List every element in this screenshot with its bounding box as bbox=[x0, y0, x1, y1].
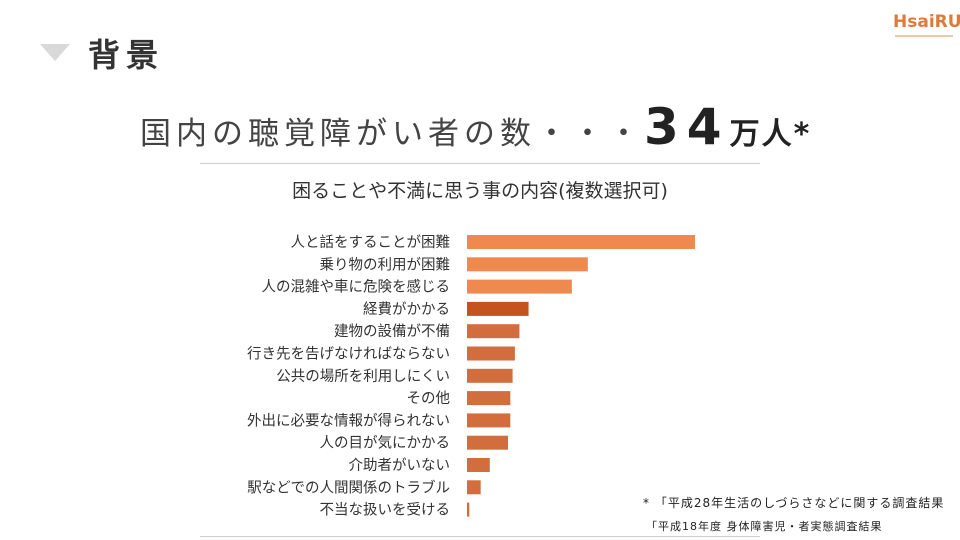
category-label: 不当な扱いを受ける bbox=[320, 502, 451, 519]
bar bbox=[467, 413, 511, 428]
bar bbox=[467, 435, 509, 450]
chart-title: 困ることや不満に思う事の内容(複数選択可) bbox=[292, 180, 668, 202]
category-label: 人の目が気にかかる bbox=[320, 435, 451, 452]
bar bbox=[467, 458, 490, 472]
category-label: 乗り物の利用が困難 bbox=[320, 256, 451, 273]
headline-unit: 万人* bbox=[729, 117, 812, 152]
headline-number: 34 bbox=[644, 98, 730, 156]
bar bbox=[467, 502, 470, 517]
bar bbox=[467, 324, 520, 339]
bar bbox=[467, 301, 529, 316]
bar-chart: 人と話をすることが困難乗り物の利用が困難人の混雑や車に危険を感じる経費がかかる建… bbox=[247, 234, 695, 519]
category-label: 経費がかかる bbox=[363, 301, 450, 318]
header-triangle-icon bbox=[40, 44, 70, 61]
bar bbox=[467, 257, 588, 272]
bar bbox=[467, 368, 513, 383]
category-label: 公共の場所を利用しにくい bbox=[276, 368, 450, 385]
category-label: 人の混雑や車に危険を感じる bbox=[262, 279, 451, 296]
category-label: 外出に必要な情報が得られない bbox=[247, 412, 450, 429]
category-label: 建物の設備が不備 bbox=[334, 323, 450, 340]
category-label: 人と話をすることが困難 bbox=[291, 234, 451, 251]
chart-top-rule bbox=[200, 163, 760, 164]
logo: HsaiRU bbox=[893, 12, 960, 32]
chart-bottom-rule bbox=[200, 536, 760, 537]
headline-prefix: 国内の聴覚障がい者の数・・・ bbox=[140, 116, 644, 152]
category-label: 駅などでの人間関係のトラブル bbox=[247, 478, 450, 496]
category-label: その他 bbox=[407, 390, 451, 407]
logo-underline bbox=[895, 35, 953, 37]
category-label: 介助者がいない bbox=[349, 457, 451, 474]
bar bbox=[467, 391, 511, 406]
page-title: 背景 bbox=[88, 36, 165, 74]
bar bbox=[467, 279, 572, 294]
bar bbox=[467, 235, 695, 249]
footnote-2: 「平成18年度 身体障害児・者実態調査結果 bbox=[646, 520, 883, 533]
category-label: 行き先を告げなければならない bbox=[247, 346, 450, 363]
bar bbox=[467, 480, 481, 495]
headline: 国内の聴覚障がい者の数・・・34万人* bbox=[140, 98, 811, 156]
bar bbox=[467, 346, 515, 361]
footnote-1: * 「平成28年生活のしづらさなどに関する調査結果 bbox=[643, 496, 945, 510]
